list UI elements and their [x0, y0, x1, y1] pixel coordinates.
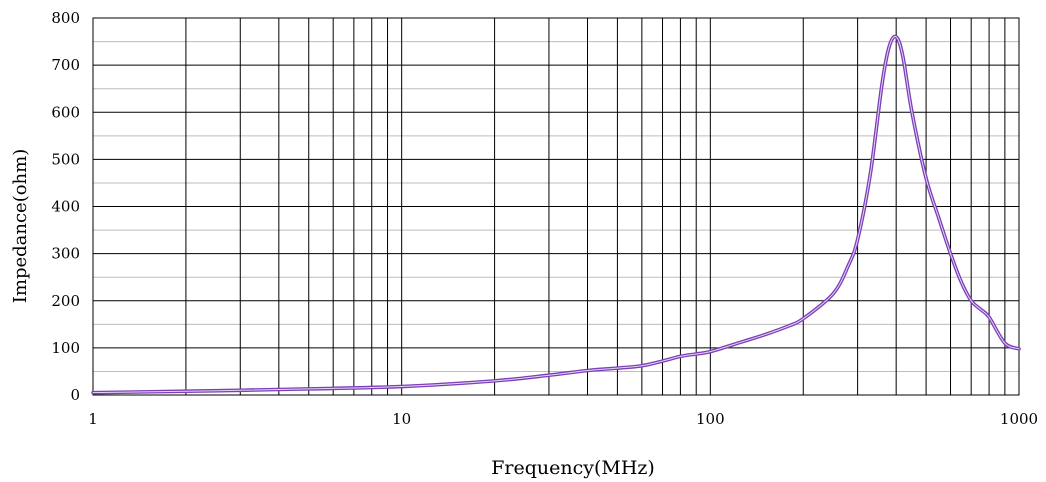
y-tick-label: 700: [51, 56, 80, 74]
x-tick-label: 100: [696, 410, 725, 428]
x-tick-label: 1: [88, 410, 98, 428]
x-axis-title: Frequency(MHz): [491, 457, 655, 479]
series-line-highlight: [92, 35, 1020, 394]
plot-area-frame: [92, 17, 1020, 396]
x-tick-labels: 1 10 100 1000: [88, 410, 1038, 428]
minor-gridlines: [93, 41, 1019, 372]
x-tick-label: 1000: [1000, 410, 1038, 428]
series-group: [91, 34, 1021, 395]
y-tick-label: 500: [51, 150, 80, 168]
y-tick-label: 600: [51, 103, 80, 121]
y-tick-label: 400: [51, 198, 80, 216]
series-line: [91, 34, 1021, 395]
x-tick-label: 10: [392, 410, 411, 428]
y-tick-label: 800: [51, 9, 80, 27]
y-tick-label: 300: [51, 245, 80, 263]
y-tick-label: 200: [51, 292, 80, 310]
y-tick-labels: 0 100 200 300 400 500 600 700 800: [51, 9, 80, 404]
y-tick-label: 0: [70, 386, 80, 404]
y-axis-title: Impedance(ohm): [10, 149, 31, 303]
major-gridlines: [92, 17, 1020, 396]
y-tick-label: 100: [51, 339, 80, 357]
